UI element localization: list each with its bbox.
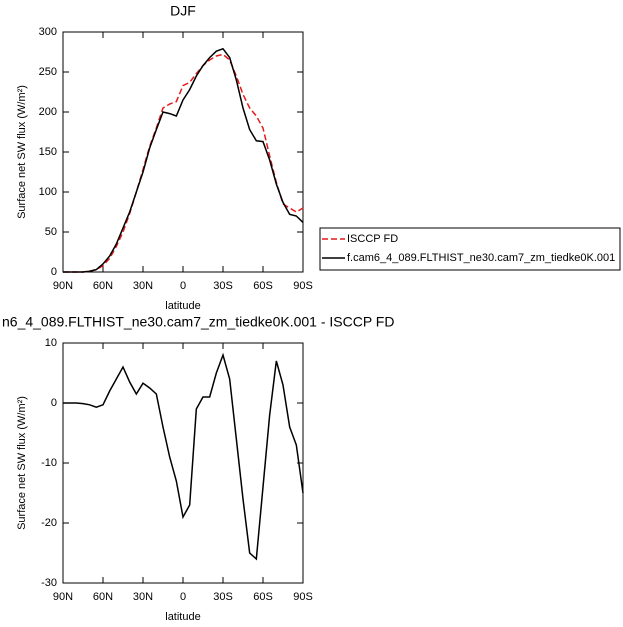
- x-tick-label: 30S: [213, 280, 233, 292]
- x-tick-label: 60S: [253, 591, 273, 603]
- plot-frame: [62, 31, 304, 273]
- x-axis-label: latitude: [165, 611, 200, 623]
- x-tick-label: 90S: [293, 280, 313, 292]
- chart-title: n6_4_089.FLTHIST_ne30.cam7_zm_tiedke0K.0…: [2, 314, 394, 330]
- y-tick-label: -30: [41, 577, 57, 589]
- y-tick-label: 0: [51, 266, 57, 278]
- x-tick-label: 0: [180, 280, 186, 292]
- x-tick-label: 30N: [133, 280, 153, 292]
- chart-title: DJF: [170, 3, 196, 19]
- y-tick-label: -20: [41, 517, 57, 529]
- x-tick-label: 90N: [53, 280, 73, 292]
- legend-label: ISCCP FD: [347, 233, 398, 245]
- legend-box: [319, 227, 621, 271]
- y-tick-label: 0: [51, 397, 57, 409]
- x-tick-label: 60N: [93, 591, 113, 603]
- y-tick-label: 10: [45, 337, 57, 349]
- y-tick-label: 250: [39, 66, 57, 78]
- y-axis-label: Surface net SW flux (W/m²): [16, 85, 28, 219]
- y-tick-label: -10: [41, 457, 57, 469]
- x-tick-label: 0: [180, 591, 186, 603]
- x-tick-label: 30N: [133, 591, 153, 603]
- data-line: [63, 352, 304, 561]
- y-tick-label: 200: [39, 106, 57, 118]
- x-tick-label: 60N: [93, 280, 113, 292]
- y-axis-label: Surface net SW flux (W/m²): [16, 396, 28, 530]
- plot-frame: [62, 342, 304, 584]
- data-line: [63, 47, 304, 273]
- data-line: [63, 53, 304, 273]
- x-tick-label: 30S: [213, 591, 233, 603]
- y-tick-label: 150: [39, 146, 57, 158]
- x-tick-label: 60S: [253, 280, 273, 292]
- x-axis-label: latitude: [165, 300, 200, 312]
- x-tick-label: 90S: [293, 591, 313, 603]
- legend-label: f.cam6_4_089.FLTHIST_ne30.cam7_zm_tiedke…: [347, 252, 615, 264]
- y-tick-label: 50: [45, 226, 57, 238]
- x-tick-label: 90N: [53, 591, 73, 603]
- y-tick-label: 100: [39, 186, 57, 198]
- y-tick-label: 300: [39, 26, 57, 38]
